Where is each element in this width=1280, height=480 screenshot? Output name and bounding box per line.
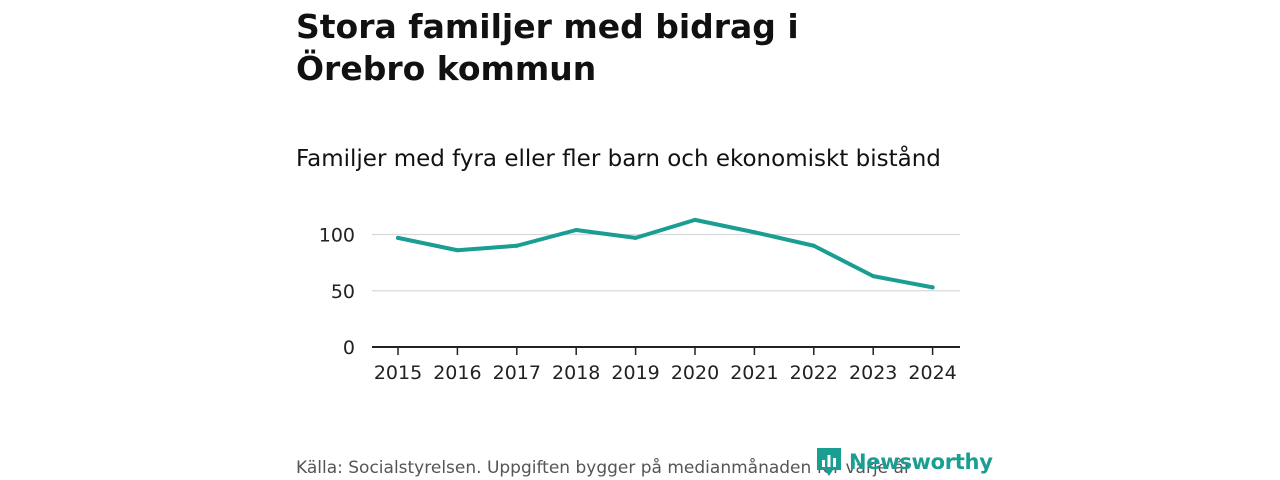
series-layer <box>396 217 935 290</box>
y-tick-label: 50 <box>331 281 355 303</box>
data-point <box>930 285 935 290</box>
data-point <box>455 248 460 253</box>
x-tick-label: 2021 <box>730 362 778 384</box>
x-tick-label: 2016 <box>433 362 481 384</box>
y-axis-ticks: 0 50 100 <box>319 225 355 360</box>
newsworthy-chart-icon <box>817 448 841 476</box>
data-point <box>633 235 638 240</box>
x-tick-label: 2018 <box>552 362 600 384</box>
data-point <box>693 217 697 222</box>
chart-subtitle: Familjer med fyra eller fler barn och ek… <box>296 146 941 172</box>
chart-title: Stora familjer med bidrag i Örebro kommu… <box>296 7 799 88</box>
series-line <box>396 217 935 290</box>
y-tick-label: 0 <box>343 337 355 359</box>
x-tick-label: 2022 <box>790 362 838 384</box>
x-tick-label: 2023 <box>849 362 897 384</box>
brand-name: Newsworthy <box>849 450 993 474</box>
data-point <box>574 228 579 232</box>
x-tick-label: 2019 <box>611 362 659 384</box>
source-note: Källa: Socialstyrelsen. Uppgiften bygger… <box>296 458 911 478</box>
gridlines <box>372 233 960 292</box>
x-tick-label: 2015 <box>374 362 422 384</box>
x-tick-label: 2017 <box>493 362 541 384</box>
data-point <box>811 243 816 248</box>
data-point <box>396 235 400 240</box>
data-point <box>752 230 757 235</box>
data-point <box>871 274 876 279</box>
x-axis-ticks: 2015 2016 2017 2018 2019 2020 2021 2022 2023 2024 <box>374 347 957 384</box>
x-tick-label: 2024 <box>908 362 956 384</box>
data-point <box>514 243 519 248</box>
y-tick-label: 100 <box>319 225 355 247</box>
brand-logo[interactable]: Newsworthy <box>815 446 993 478</box>
x-tick-label: 2020 <box>671 362 719 384</box>
